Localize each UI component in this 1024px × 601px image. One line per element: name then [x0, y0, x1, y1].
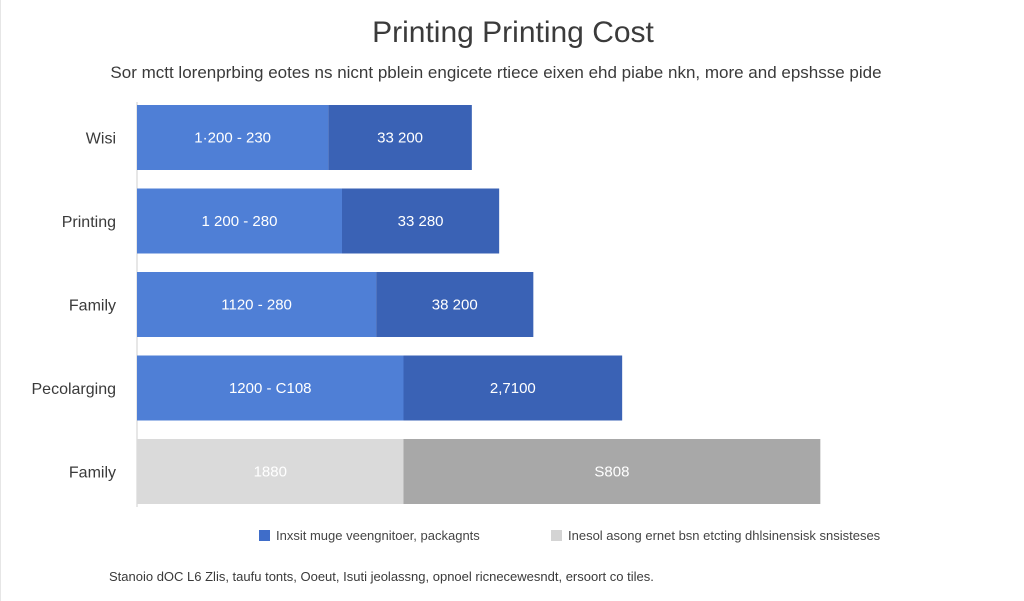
bar-segment — [376, 272, 534, 337]
bar-segment — [328, 105, 472, 170]
data-label: 33 280 — [398, 213, 444, 230]
bar-segment — [137, 439, 404, 504]
bar-segment — [137, 355, 404, 421]
data-label: 1 200 - 280 — [202, 213, 278, 230]
y-tick-label: Pecolarging — [32, 381, 117, 398]
chart-footer-note: Stanoio dOC L6 Zlis, taufu tonts, Ooeut,… — [109, 569, 654, 584]
legend-label-series-2: Inesol asong ernet bsn etcting dhlsinens… — [568, 528, 881, 543]
y-tick-label: Family — [69, 298, 116, 315]
data-label: 1·200 - 230 — [194, 130, 271, 147]
bar-segment — [137, 272, 377, 337]
legend-swatch-series-2 — [551, 530, 562, 541]
legend-swatch-series-1 — [259, 530, 270, 541]
chart-legend: Inxsit muge veengnitoer, packagnts Ineso… — [259, 528, 959, 548]
bar-segment — [403, 439, 821, 504]
legend-item-series-2: Inesol asong ernet bsn etcting dhlsinens… — [551, 528, 880, 543]
y-tick-label: Family — [69, 465, 116, 482]
chart-subtitle: Sor mctt lorenprbing eotes ns nicnt pble… — [110, 63, 882, 82]
y-tick-label: Wisi — [86, 131, 116, 148]
data-label: 38 200 — [432, 297, 478, 314]
data-label: 33 200 — [377, 130, 423, 147]
bar-segment — [342, 188, 500, 254]
legend-item-series-1: Inxsit muge veengnitoer, packagnts — [259, 528, 480, 543]
chart-title: Printing Printing Cost — [372, 16, 654, 49]
legend-label-series-1: Inxsit muge veengnitoer, packagnts — [276, 528, 480, 543]
bar-segment — [403, 355, 623, 421]
y-tick-label: Printing — [62, 214, 116, 231]
data-label: 1200 - C108 — [229, 380, 312, 397]
bar-segment — [137, 188, 342, 254]
data-label: 1120 - 280 — [221, 297, 292, 314]
data-label: 1880 — [254, 464, 287, 481]
bar-segment — [137, 105, 329, 170]
data-label: 2,7100 — [490, 380, 536, 397]
data-label: S808 — [594, 464, 629, 481]
